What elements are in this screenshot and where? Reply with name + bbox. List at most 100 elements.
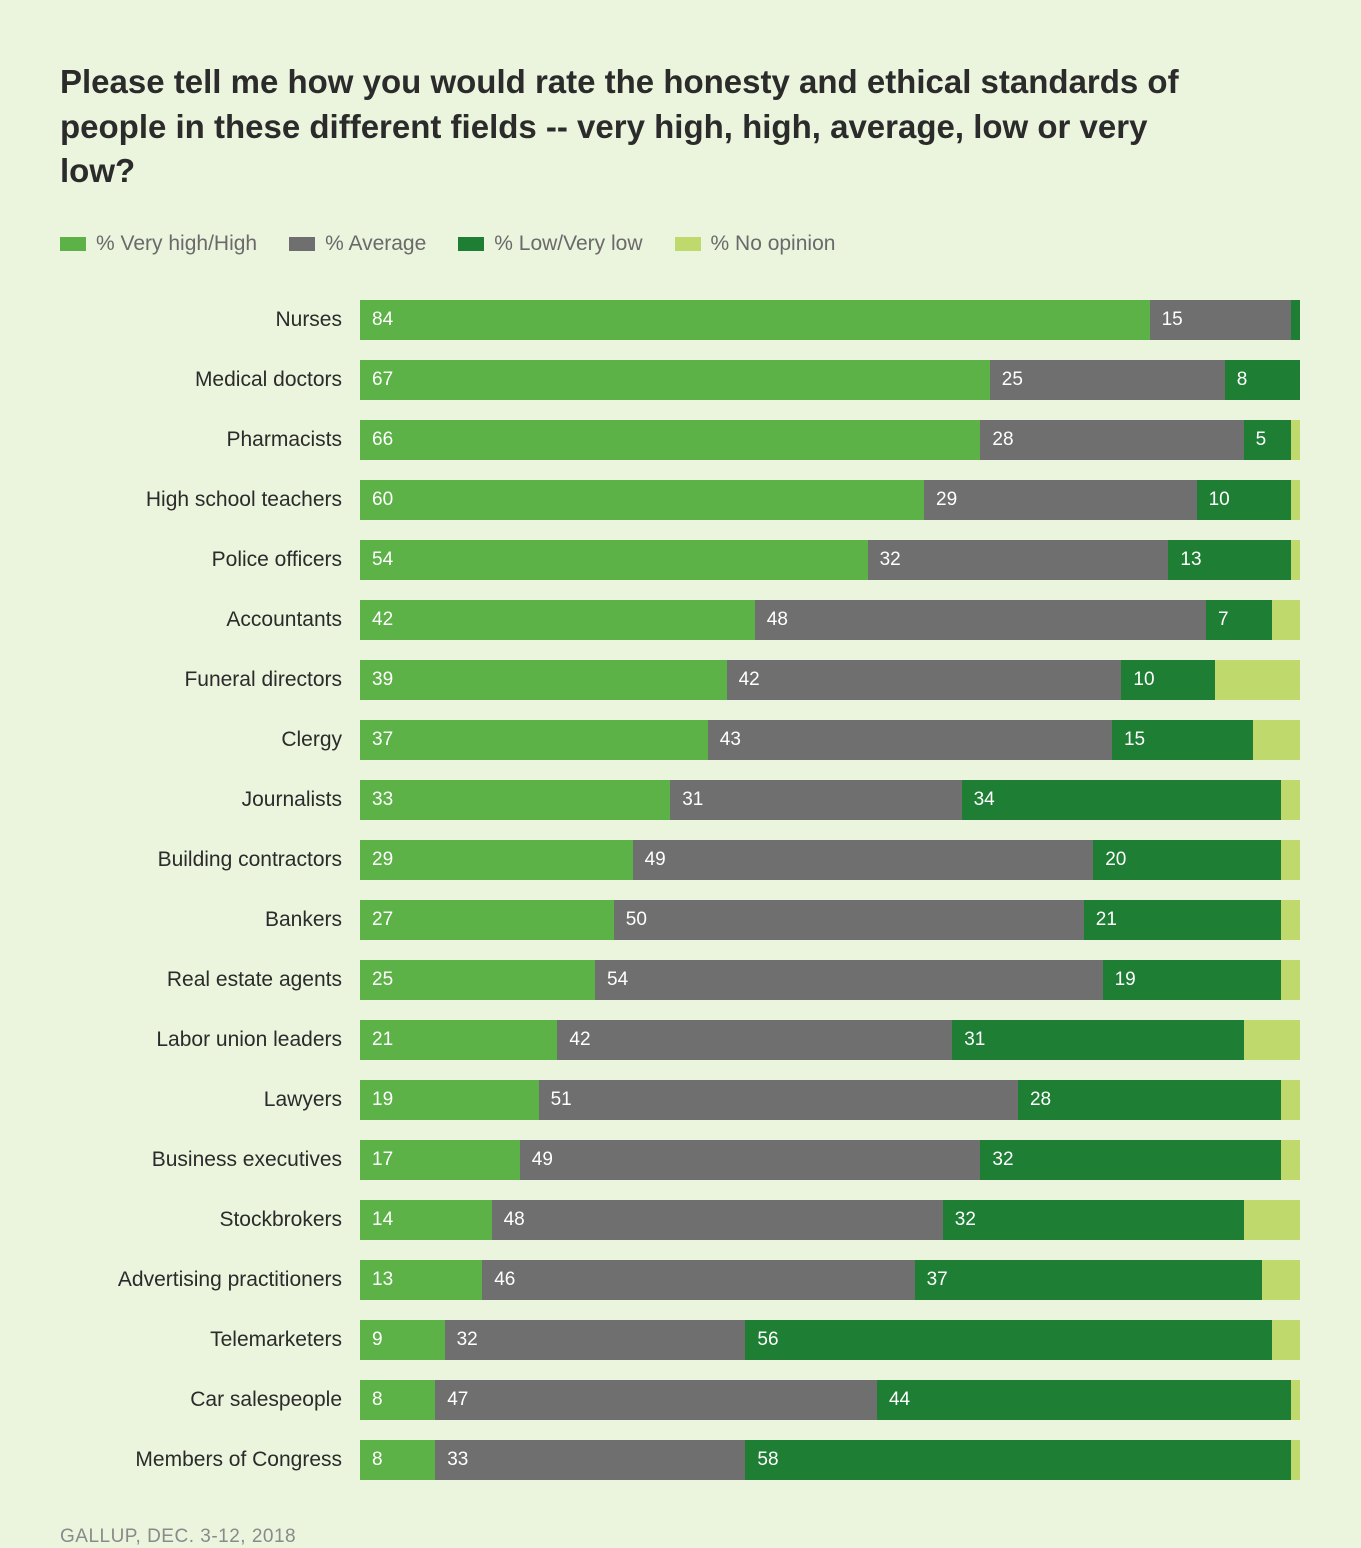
bar-segment-average: 48: [755, 600, 1206, 640]
bar-segment-no_opinion: [1291, 1380, 1300, 1420]
bar-segment-very_high: 17: [360, 1140, 520, 1180]
bar-segment-average: 32: [868, 540, 1169, 580]
bar-track: 66285: [360, 420, 1300, 460]
bar-segment-average: 31: [670, 780, 961, 820]
bar-track: 67258: [360, 360, 1300, 400]
bar-segment-low: 56: [745, 1320, 1271, 1360]
row-label: Real estate agents: [80, 968, 360, 992]
row-label: Police officers: [80, 548, 360, 572]
bar-track: 93256: [360, 1320, 1300, 1360]
bar-track: 83358: [360, 1440, 1300, 1480]
bar-segment-average: 29: [924, 480, 1197, 520]
bar-segment-low: 5: [1244, 420, 1291, 460]
chart-row: Members of Congress83358: [80, 1440, 1301, 1480]
bar-segment-no_opinion: [1215, 660, 1300, 700]
chart-row: Nurses8415: [80, 300, 1301, 340]
bar-segment-average: 49: [520, 1140, 981, 1180]
bar-segment-no_opinion: [1272, 600, 1300, 640]
row-label: Nurses: [80, 308, 360, 332]
row-label: High school teachers: [80, 488, 360, 512]
bar-segment-very_high: 8: [360, 1380, 435, 1420]
row-label: Funeral directors: [80, 668, 360, 692]
bar-segment-no_opinion: [1281, 960, 1300, 1000]
bar-segment-average: 48: [492, 1200, 943, 1240]
bar-track: 174932: [360, 1140, 1300, 1180]
bar-segment-no_opinion: [1281, 840, 1300, 880]
bar-segment-very_high: 60: [360, 480, 924, 520]
bar-segment-very_high: 25: [360, 960, 595, 1000]
bar-segment-low: 15: [1112, 720, 1253, 760]
bar-segment-average: 43: [708, 720, 1112, 760]
bar-track: 84744: [360, 1380, 1300, 1420]
stacked-bar-chart: Nurses8415 Medical doctors67258 Pharmacist…: [80, 300, 1301, 1480]
chart-row: Business executives174932: [80, 1140, 1301, 1180]
bar-segment-no_opinion: [1244, 1020, 1300, 1060]
bar-segment-low: 20: [1093, 840, 1281, 880]
chart-row: Journalists333134: [80, 780, 1301, 820]
bar-segment-low: 34: [962, 780, 1282, 820]
bar-track: 144832: [360, 1200, 1300, 1240]
row-label: Pharmacists: [80, 428, 360, 452]
legend-label: % No opinion: [711, 232, 836, 256]
chart-row: Medical doctors67258: [80, 360, 1301, 400]
bar-segment-average: 28: [980, 420, 1243, 460]
row-label: Lawyers: [80, 1088, 360, 1112]
row-label: Telemarketers: [80, 1328, 360, 1352]
bar-segment-low: 32: [980, 1140, 1281, 1180]
bar-segment-no_opinion: [1291, 480, 1300, 520]
chart-row: Real estate agents255419: [80, 960, 1301, 1000]
bar-segment-no_opinion: [1281, 1140, 1300, 1180]
legend-label: % Very high/High: [96, 232, 257, 256]
bar-segment-very_high: 14: [360, 1200, 492, 1240]
bar-track: 294920: [360, 840, 1300, 880]
bar-segment-average: 46: [482, 1260, 914, 1300]
legend-swatch: [60, 237, 86, 251]
row-label: Advertising practitioners: [80, 1268, 360, 1292]
bar-segment-average: 49: [633, 840, 1094, 880]
bar-track: 195128: [360, 1080, 1300, 1120]
chart-row: High school teachers602910: [80, 480, 1301, 520]
bar-segment-very_high: 21: [360, 1020, 557, 1060]
bar-segment-average: 33: [435, 1440, 745, 1480]
bar-segment-average: 25: [990, 360, 1225, 400]
bar-segment-very_high: 29: [360, 840, 633, 880]
row-label: Accountants: [80, 608, 360, 632]
bar-segment-no_opinion: [1281, 780, 1300, 820]
row-label: Medical doctors: [80, 368, 360, 392]
chart-row: Telemarketers93256: [80, 1320, 1301, 1360]
bar-segment-low: 58: [745, 1440, 1290, 1480]
bar-segment-low: 19: [1103, 960, 1282, 1000]
bar-segment-no_opinion: [1291, 540, 1300, 580]
chart-row: Advertising practitioners134637: [80, 1260, 1301, 1300]
row-label: Journalists: [80, 788, 360, 812]
chart-row: Police officers543213: [80, 540, 1301, 580]
bar-track: 42487: [360, 600, 1300, 640]
chart-row: Bankers275021: [80, 900, 1301, 940]
bar-segment-very_high: 54: [360, 540, 868, 580]
bar-segment-average: 15: [1150, 300, 1291, 340]
bar-segment-low: 21: [1084, 900, 1281, 940]
row-label: Clergy: [80, 728, 360, 752]
chart-title: Please tell me how you would rate the ho…: [60, 60, 1190, 194]
bar-segment-no_opinion: [1244, 1200, 1300, 1240]
row-label: Members of Congress: [80, 1448, 360, 1472]
bar-track: 394210: [360, 660, 1300, 700]
bar-segment-no_opinion: [1262, 1260, 1300, 1300]
legend: % Very high/High% Average% Low/Very low%…: [60, 232, 1301, 256]
legend-swatch: [289, 237, 315, 251]
bar-segment-average: 51: [539, 1080, 1018, 1120]
chart-row: Building contractors294920: [80, 840, 1301, 880]
chart-row: Pharmacists66285: [80, 420, 1301, 460]
bar-segment-no_opinion: [1281, 1080, 1300, 1120]
bar-segment-low: 37: [915, 1260, 1263, 1300]
chart-row: Labor union leaders214231: [80, 1020, 1301, 1060]
bar-segment-average: 32: [445, 1320, 746, 1360]
row-label: Labor union leaders: [80, 1028, 360, 1052]
bar-segment-very_high: 33: [360, 780, 670, 820]
bar-segment-very_high: 27: [360, 900, 614, 940]
legend-swatch: [458, 237, 484, 251]
bar-segment-average: 54: [595, 960, 1103, 1000]
legend-label: % Low/Very low: [494, 232, 642, 256]
bar-segment-low: 13: [1168, 540, 1290, 580]
bar-segment-no_opinion: [1281, 900, 1300, 940]
